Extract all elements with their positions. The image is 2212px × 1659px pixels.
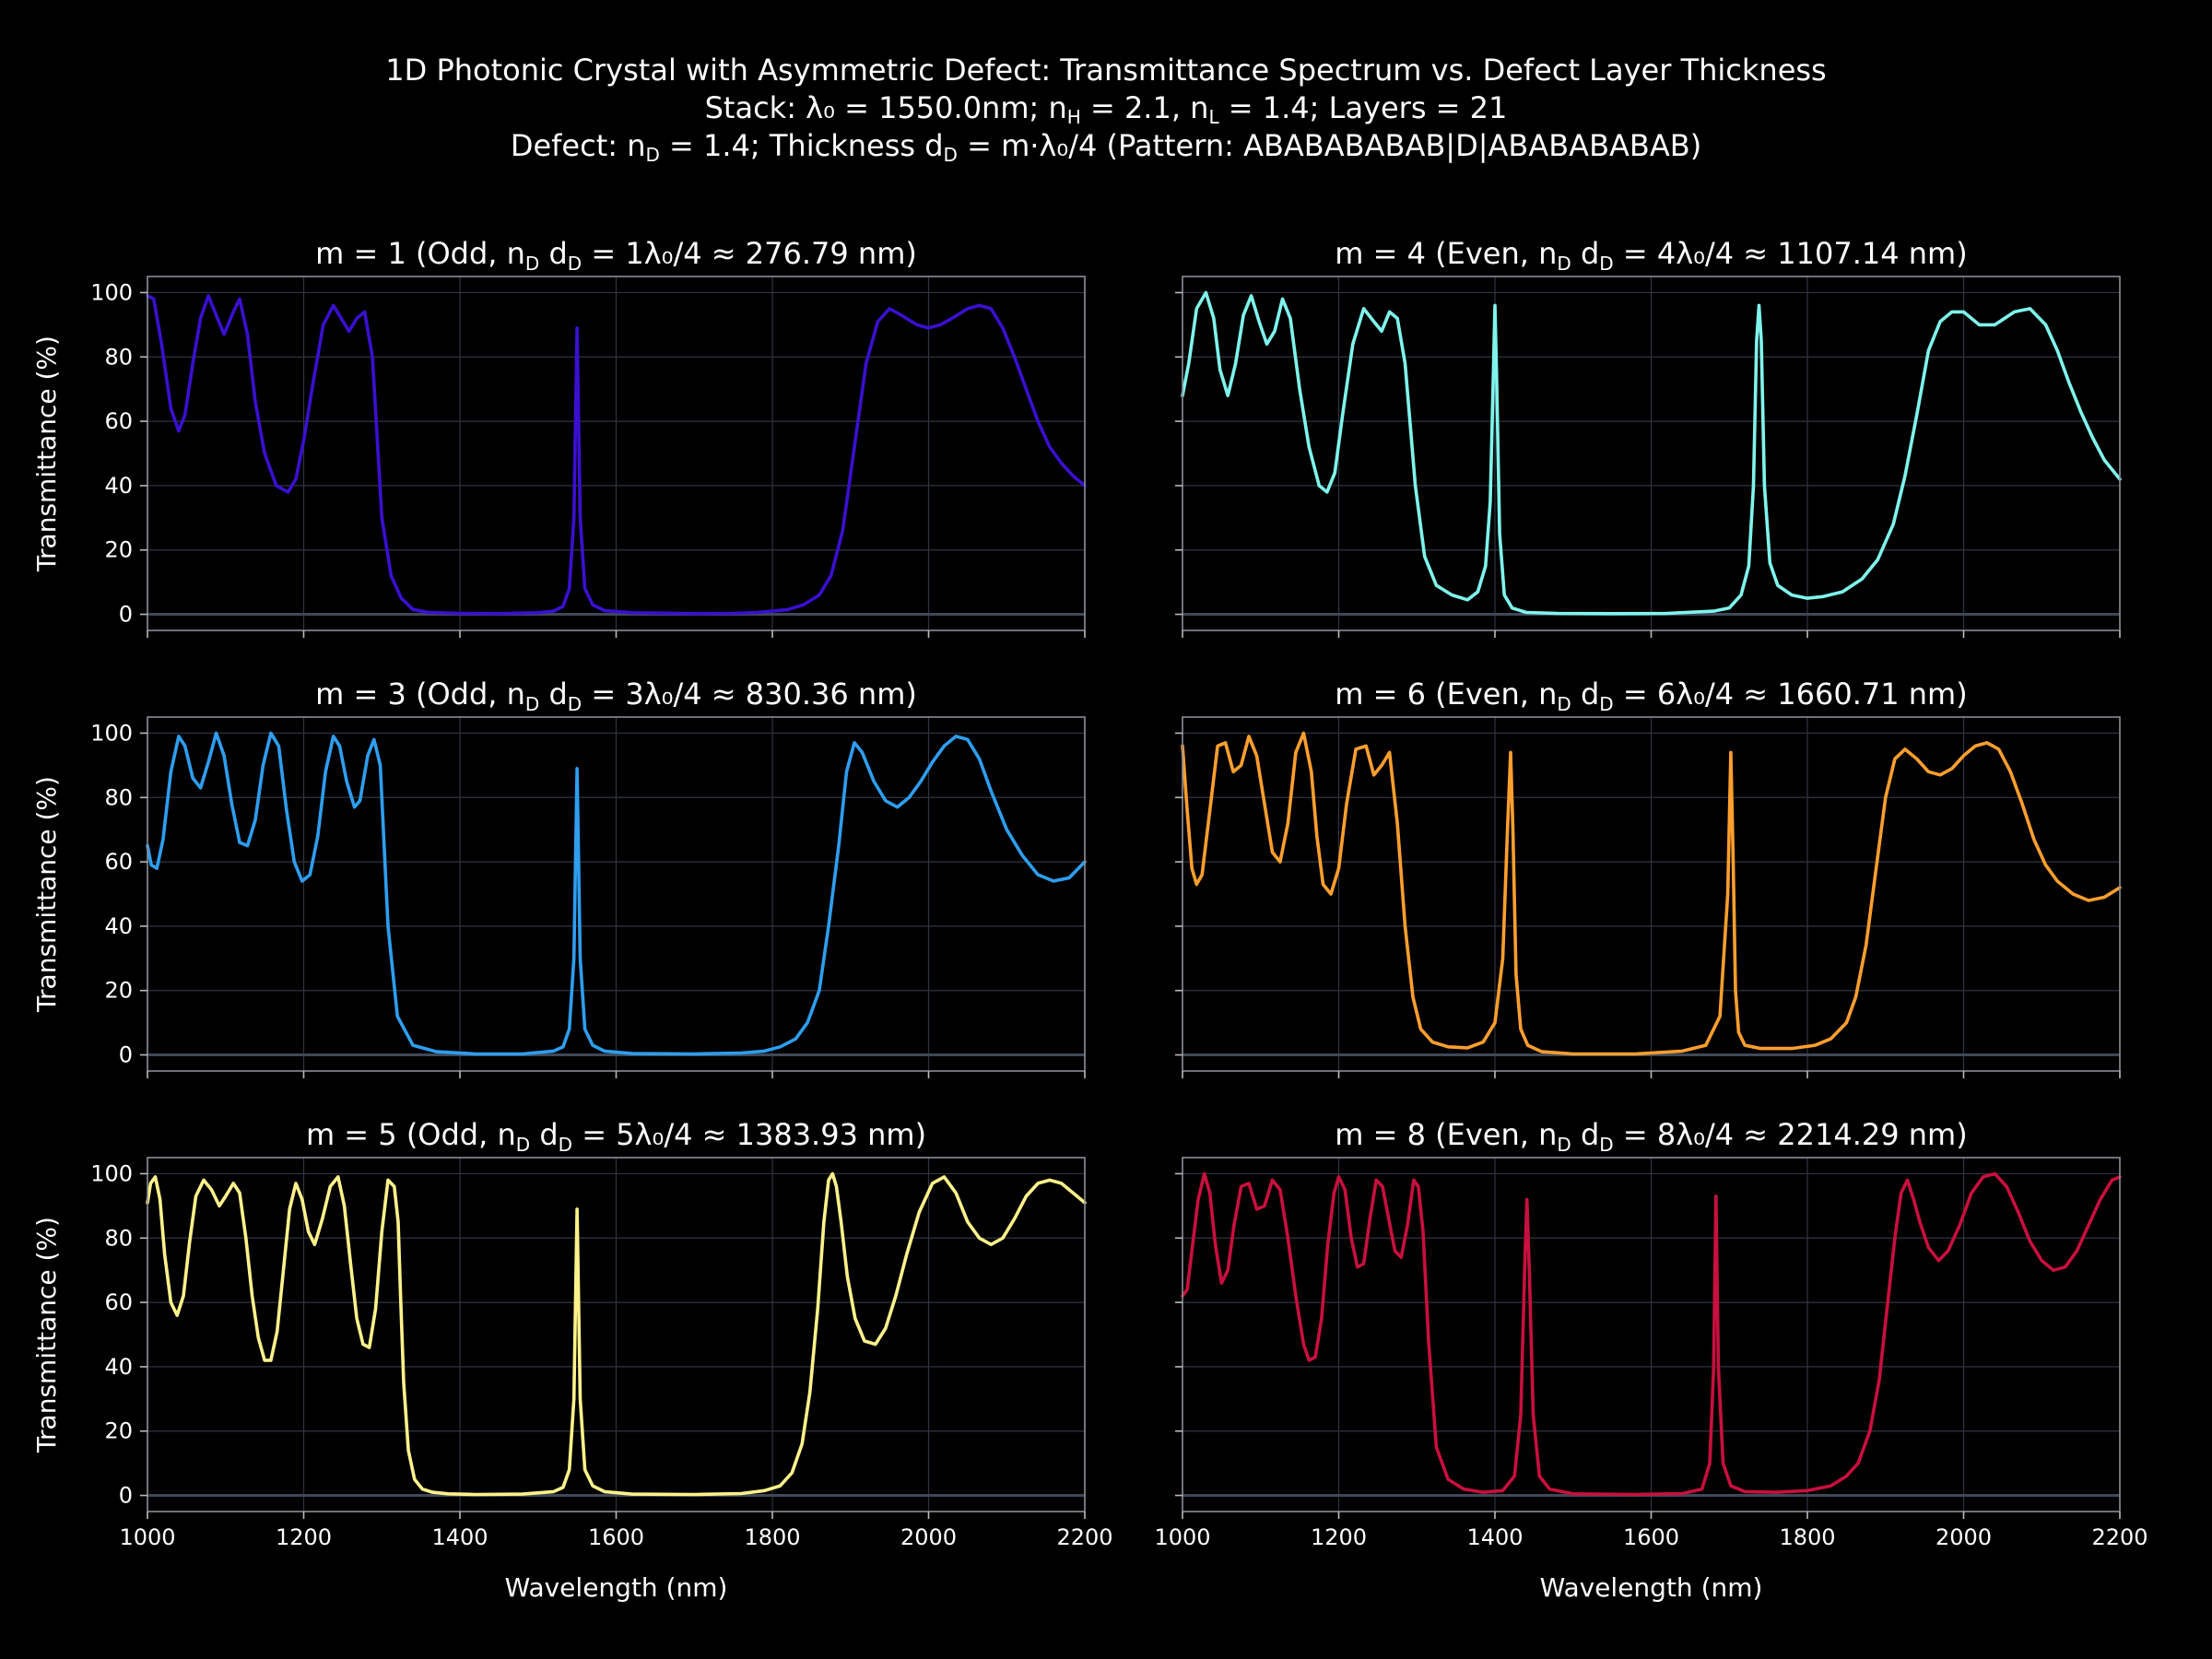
y-tick-label: 0 xyxy=(119,1042,133,1068)
subplot-1: 0 20 40 60 80 100 m = 1 (Odd, nD​ dD​ = 1λ₀/4 … xyxy=(31,236,1087,638)
x-tick-label: 1600 xyxy=(1623,1524,1679,1550)
y-axis-label: Transmittance (%) xyxy=(31,776,62,1013)
x-tick-label: 2200 xyxy=(2091,1524,2147,1550)
y-tick-label: 100 xyxy=(90,1160,133,1186)
y-tick-label: 40 xyxy=(104,1354,133,1380)
series-line xyxy=(1181,290,2122,616)
x-tick-label: 1400 xyxy=(1466,1524,1523,1550)
x-tick-label: 1800 xyxy=(1779,1524,1835,1550)
subplot-title: m = 8 (Even, nD​ dD​ = 8λ₀/4 ≈ 2214.29 n… xyxy=(1335,1117,1967,1156)
subplot-2: m = 4 (Even, nD​ dD​ = 4λ₀/4 ≈ 1107.14 n… xyxy=(1175,236,2122,638)
y-tick-label: 40 xyxy=(104,473,133,499)
subplot-5: 1000 1200 1400 1600 1800 2000 2200 0 20 40 60 80 100… xyxy=(31,1117,1113,1603)
y-tick-label: 80 xyxy=(104,344,133,370)
x-tick-label: 2000 xyxy=(900,1524,957,1550)
x-tick-label: 1600 xyxy=(588,1524,644,1550)
x-tick-label: 1200 xyxy=(1311,1524,1367,1550)
y-axis-label: Transmittance (%) xyxy=(31,335,62,572)
series-line xyxy=(1181,1171,2122,1497)
y-tick-label: 100 xyxy=(90,720,133,746)
subplot-6: 1000 1200 1400 1600 1800 2000 2200 m = 8 (Even,… xyxy=(1154,1117,2147,1603)
x-tick-label: 1000 xyxy=(1154,1524,1210,1550)
x-tick-label: 1400 xyxy=(431,1524,488,1550)
subplot-4: m = 6 (Even, nD​ dD​ = 6λ₀/4 ≈ 1660.71 n… xyxy=(1175,677,2122,1078)
x-tick-label: 2000 xyxy=(1936,1524,1992,1550)
y-tick-label: 60 xyxy=(104,849,133,875)
y-tick-label: 0 xyxy=(119,602,133,628)
subplot-title: m = 5 (Odd, nD​ dD​ = 5λ₀/4 ≈ 1383.93 nm… xyxy=(306,1117,926,1156)
subplot-title: m = 6 (Even, nD​ dD​ = 6λ₀/4 ≈ 1660.71 n… xyxy=(1335,677,1967,715)
y-tick-label: 40 xyxy=(104,913,133,939)
subplot-3: 0 20 40 60 80 100 m = 3 (Odd, nD​ dD​ = 3λ₀/4 … xyxy=(31,677,1087,1078)
subplot-title: m = 3 (Odd, nD​ dD​ = 3λ₀/4 ≈ 830.36 nm) xyxy=(315,677,917,715)
y-tick-label: 20 xyxy=(104,537,133,563)
x-axis-label: Wavelength (nm) xyxy=(1540,1572,1763,1603)
figure-title-line-1: 1D Photonic Crystal with Asymmetric Defe… xyxy=(385,53,1827,88)
y-axis-label: Transmittance (%) xyxy=(31,1217,62,1453)
y-tick-label: 80 xyxy=(104,784,133,810)
x-axis-label: Wavelength (nm) xyxy=(505,1572,728,1603)
x-tick-label: 2200 xyxy=(1056,1524,1112,1550)
subplot-title: m = 4 (Even, nD​ dD​ = 4λ₀/4 ≈ 1107.14 n… xyxy=(1335,236,1967,275)
subplot-title: m = 1 (Odd, nD​ dD​ = 1λ₀/4 ≈ 276.79 nm) xyxy=(315,236,917,275)
y-tick-label: 0 xyxy=(119,1483,133,1509)
x-tick-label: 1200 xyxy=(276,1524,332,1550)
series-line xyxy=(146,1171,1087,1497)
x-tick-label: 1000 xyxy=(119,1524,175,1550)
y-tick-label: 100 xyxy=(90,279,133,305)
figure-title: 1D Photonic Crystal with Asymmetric Defe… xyxy=(0,52,2212,165)
y-tick-label: 60 xyxy=(104,1289,133,1315)
figure-title-line-2: Stack: λ₀ = 1550.0nm; nH = 2.1, nL = 1.4… xyxy=(704,90,1508,128)
x-tick-label: 1800 xyxy=(744,1524,800,1550)
y-tick-label: 60 xyxy=(104,408,133,434)
series-line xyxy=(1181,731,2122,1056)
series-line xyxy=(146,294,1087,616)
y-tick-label: 80 xyxy=(104,1225,133,1251)
y-tick-label: 20 xyxy=(104,978,133,1004)
series-line xyxy=(146,731,1087,1056)
y-tick-label: 20 xyxy=(104,1418,133,1444)
figure-title-line-3: Defect: nD = 1.4; Thickness dD = m·λ₀/4 … xyxy=(510,128,1702,166)
